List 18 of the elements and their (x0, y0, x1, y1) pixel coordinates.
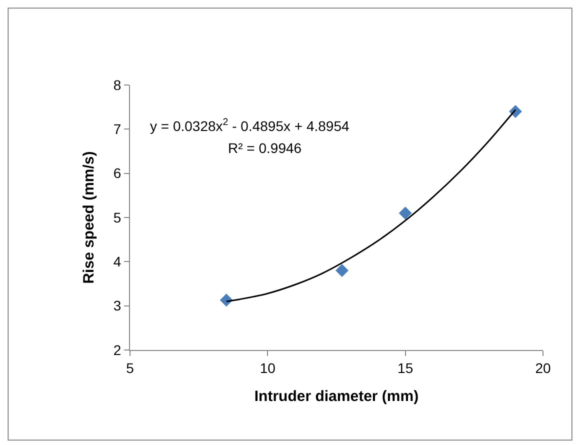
y-tick-label: 2 (113, 342, 122, 358)
point (220, 294, 233, 307)
x-tick-label: 15 (398, 360, 414, 376)
x-axis-title: Intruder diameter (mm) (254, 388, 419, 405)
y-tick-label: 7 (113, 121, 122, 138)
annotation: y = 0.0328x$^{2}$ - 0.4895x + 4.8954 (150, 117, 350, 134)
y-tick-label: 5 (113, 209, 122, 226)
point (336, 264, 349, 277)
y-tick-label: 8 (113, 76, 122, 93)
y-tick-label: 4 (113, 254, 122, 270)
y-tick-label: 3 (113, 298, 122, 314)
point (398, 206, 412, 220)
annotation: R² = 0.9946 (228, 140, 302, 156)
x-tick-label: 10 (260, 360, 276, 376)
y-axis-title: Rise speed (mm/s) (80, 151, 98, 284)
x-tick-label: 20 (535, 360, 551, 376)
y-tick-label: 6 (113, 165, 122, 182)
x-tick-label: 5 (126, 360, 134, 376)
